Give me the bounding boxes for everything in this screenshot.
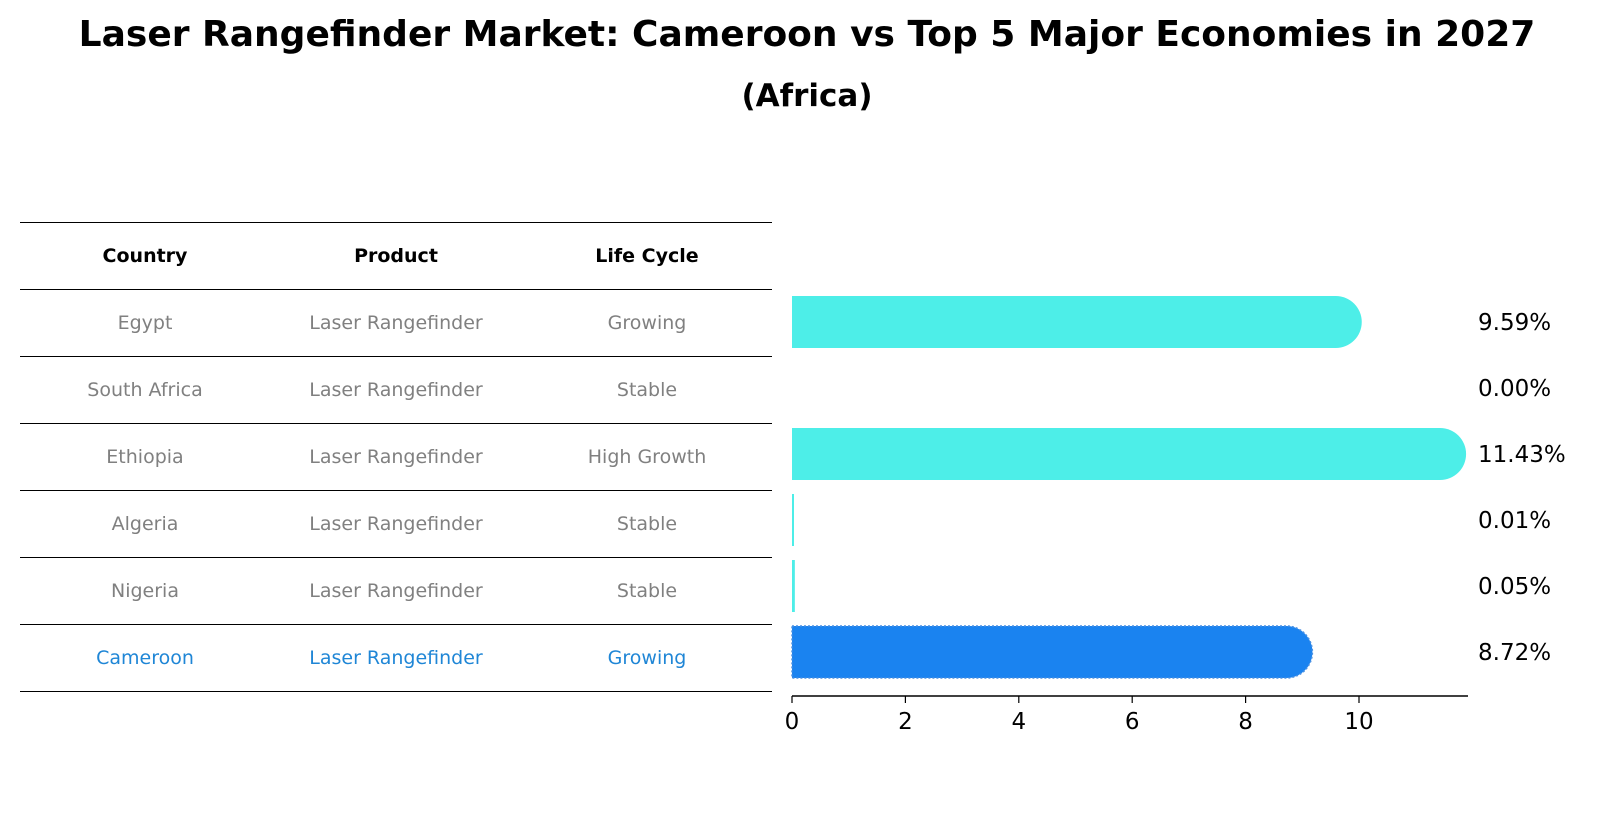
product-cell: Laser Rangefinder — [309, 580, 483, 602]
country-cell: Algeria — [111, 513, 179, 535]
chart-title: Laser Rangefinder Market: Cameroon vs To… — [78, 14, 1536, 55]
bar-cameroon — [791, 625, 1314, 679]
table-row: Algeria Laser Rangefinder Stable — [20, 490, 772, 557]
lifecycle-cell: Growing — [607, 647, 687, 669]
country-cell: Egypt — [117, 312, 173, 334]
x-tick-label: 2 — [898, 709, 913, 735]
header-product: Product — [354, 245, 438, 267]
table-row: Nigeria Laser Rangefinder Stable — [20, 557, 772, 624]
x-tick-label: 0 — [785, 709, 800, 735]
lifecycle-cell: Stable — [616, 379, 678, 401]
header-life-cycle: Life Cycle — [595, 245, 699, 267]
table-row: Egypt Laser Rangefinder Growing — [20, 289, 772, 356]
lifecycle-cell: Stable — [616, 580, 678, 602]
country-cell: Ethiopia — [106, 446, 184, 468]
bar-nigeria — [792, 560, 795, 612]
x-tick-label: 4 — [1011, 709, 1026, 735]
value-label: 8.72% — [1478, 640, 1551, 666]
table-row-highlight: Cameroon Laser Rangefinder Growing — [20, 624, 772, 692]
value-label: 0.05% — [1478, 574, 1551, 600]
chart-subtitle: (Africa) — [741, 78, 873, 114]
bar-algeria — [792, 494, 794, 546]
x-tick-label: 6 — [1125, 709, 1140, 735]
country-cell: Cameroon — [96, 647, 194, 669]
bar-egypt — [792, 296, 1362, 348]
table-row: South Africa Laser Rangefinder Stable — [20, 356, 772, 423]
bar-ethiopia — [792, 428, 1467, 480]
x-tick-label: 8 — [1238, 709, 1253, 735]
lifecycle-cell: High Growth — [587, 446, 707, 468]
lifecycle-cell: Growing — [607, 312, 687, 334]
value-label: 9.59% — [1478, 310, 1551, 336]
country-cell: Nigeria — [111, 580, 179, 602]
product-cell: Laser Rangefinder — [309, 379, 483, 401]
country-cell: South Africa — [87, 379, 203, 401]
table-header: Country Product Life Cycle — [20, 222, 772, 289]
product-cell: Laser Rangefinder — [309, 446, 483, 468]
product-cell: Laser Rangefinder — [309, 312, 483, 334]
value-label: 0.00% — [1478, 376, 1551, 402]
lifecycle-cell: Stable — [616, 513, 678, 535]
value-label: 11.43% — [1478, 442, 1566, 468]
table-row: Ethiopia Laser Rangefinder High Growth — [20, 423, 772, 490]
x-tick-label: 10 — [1344, 709, 1373, 735]
header-country: Country — [102, 245, 188, 267]
product-cell: Laser Rangefinder — [309, 647, 483, 669]
data-table: Country Product Life Cycle Egypt Laser R… — [20, 222, 772, 692]
value-label: 0.01% — [1478, 508, 1551, 534]
product-cell: Laser Rangefinder — [309, 513, 483, 535]
